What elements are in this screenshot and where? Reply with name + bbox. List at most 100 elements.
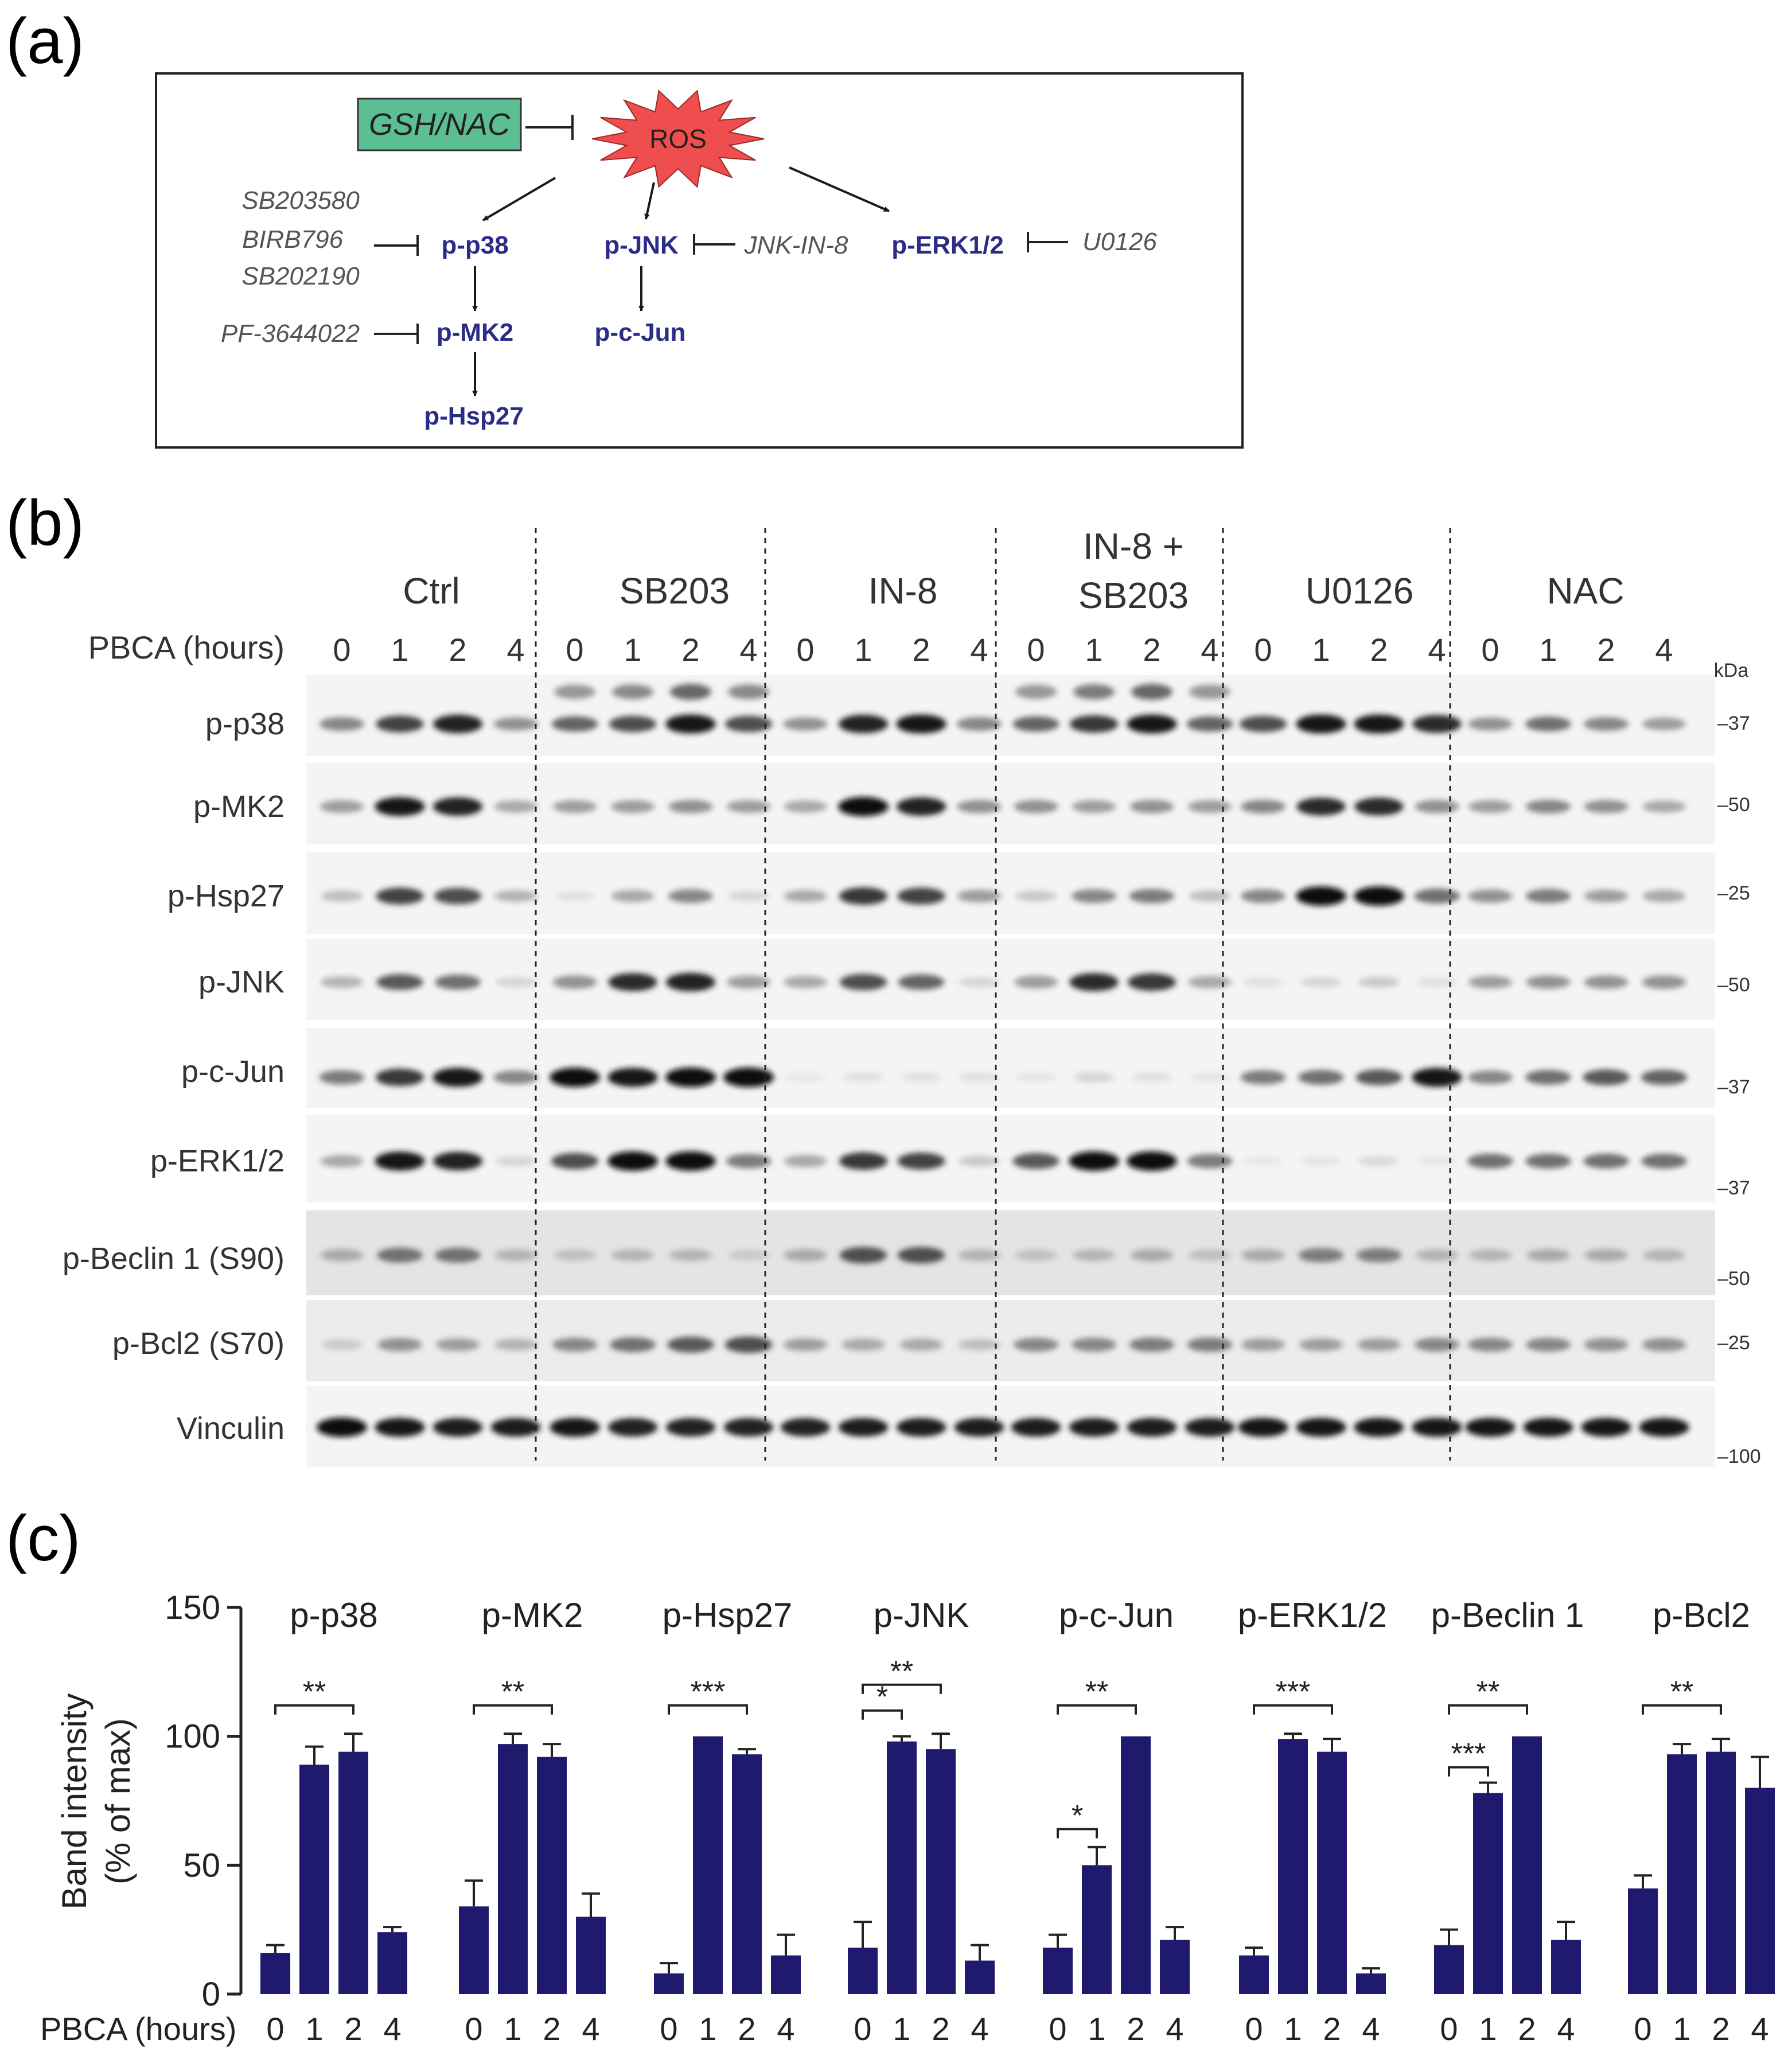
lane-number: 2: [681, 632, 699, 668]
blot-band: [1296, 714, 1346, 734]
strip-gap: [306, 1295, 1715, 1299]
x-axis-title: PBCA (hours): [40, 2011, 236, 2047]
kda-marker: –25: [1717, 1332, 1750, 1354]
significance-label: **: [1477, 1676, 1499, 1709]
significance-bracket: [1642, 1704, 1722, 1715]
blot-band: [611, 1249, 655, 1261]
blot-band: [1642, 1249, 1686, 1261]
blot-row-label: p-p38: [205, 707, 285, 741]
blot-band: [1584, 889, 1629, 903]
x-tick-label: 1: [699, 2011, 716, 2047]
blot-band: [1069, 973, 1119, 991]
blot-band: [320, 800, 364, 813]
blot-band: [1468, 975, 1513, 989]
x-tick-label: 4: [1166, 2011, 1183, 2047]
bar: [771, 1955, 801, 1994]
blot-band: [551, 1153, 599, 1170]
x-tick-label: 2: [1712, 2011, 1729, 2047]
blot-band: [607, 1151, 658, 1171]
kda-title: kDa: [1714, 660, 1749, 682]
x-tick-label: 1: [1479, 2011, 1497, 2047]
bar: [1160, 1940, 1190, 1994]
blot-band: [1015, 1072, 1057, 1083]
x-tick-label: 4: [971, 2011, 988, 2047]
blot-band: [433, 1418, 483, 1437]
blot-band: [957, 889, 1002, 903]
condition-ctrl: Ctrl: [403, 570, 460, 612]
blot-band: [668, 800, 713, 813]
y-tick-label: 100: [165, 1718, 220, 1755]
blot-row-label: p-JNK: [198, 965, 285, 999]
lane-number: 0: [333, 632, 350, 668]
kda-marker: –37: [1717, 1177, 1750, 1199]
mk2-node: p-MK2: [437, 318, 513, 346]
blot-band: [665, 972, 716, 992]
blot-band: [1127, 1151, 1177, 1171]
blot-band: [1641, 1154, 1687, 1169]
kda-marker: –37: [1717, 1076, 1750, 1098]
blot-band: [376, 887, 424, 905]
bar: [1667, 1754, 1697, 1994]
blot-band: [435, 1248, 481, 1263]
bar: [260, 1953, 290, 1994]
blot-band: [1467, 1154, 1513, 1169]
blot-band: [376, 974, 423, 990]
blot-band: [1642, 717, 1686, 731]
blot-band: [1581, 1418, 1631, 1437]
bar: [1043, 1948, 1073, 1994]
bar: [537, 1757, 567, 1994]
blot-row-label: p-Hsp27: [167, 879, 285, 913]
blot-band: [435, 1338, 480, 1352]
blot-row-label: p-Beclin 1 (S90): [63, 1241, 285, 1276]
bar: [732, 1754, 762, 1994]
x-tick-label: 0: [660, 2011, 677, 2047]
blot-band: [490, 1418, 541, 1437]
blot-band: [954, 1418, 1004, 1437]
blot-band: [1354, 886, 1404, 906]
blot-band: [433, 714, 483, 734]
blot-band: [898, 974, 945, 990]
significance-label: **: [1670, 1676, 1693, 1709]
kda-marker: –25: [1717, 882, 1750, 904]
bar: [1473, 1793, 1503, 1994]
blot-band-upper: [612, 684, 653, 699]
blot-band: [1414, 889, 1460, 904]
significance-label: ***: [1451, 1738, 1486, 1771]
blot-band: [550, 1418, 600, 1437]
significance-label: **: [501, 1676, 524, 1709]
blot-band: [1300, 1156, 1342, 1166]
blot-band: [321, 890, 363, 902]
bar: [887, 1741, 917, 1994]
blot-band: [1300, 977, 1342, 987]
western-blot: [306, 528, 1715, 1467]
bar: [1706, 1751, 1736, 1994]
significance-label: **: [303, 1676, 326, 1709]
blot-band: [1526, 975, 1571, 989]
blot-row-label: p-MK2: [193, 789, 285, 824]
blot-band: [1525, 799, 1571, 814]
blot-band: [1073, 1072, 1115, 1083]
x-tick-label: 0: [1440, 2011, 1458, 2047]
blot-band: [1189, 890, 1231, 902]
x-tick-label: 0: [1245, 2011, 1263, 2047]
blot-band: [1298, 1070, 1344, 1085]
blot-band: [1187, 800, 1232, 813]
blot-band: [1187, 1337, 1233, 1352]
blot-band: [838, 797, 889, 816]
blot-band: [1467, 1337, 1513, 1352]
kda-markers: –37 –50 –25 –50 –37 –37 –50 –25 –100: [1717, 712, 1761, 1467]
blot-band: [1069, 1151, 1119, 1171]
y-axis-label-line1: Band intensity: [55, 1693, 94, 1910]
blot-band: [1130, 1249, 1174, 1261]
kda-marker: –50: [1717, 794, 1750, 816]
blot-band: [1416, 1156, 1458, 1166]
blot-band: [783, 1338, 828, 1352]
chart-group: p-Beclin 10 1 2 4*****: [1431, 1596, 1584, 2047]
blot-band-upper: [1189, 684, 1230, 699]
blot-band: [1415, 800, 1459, 813]
blot-band: [1584, 1249, 1628, 1261]
blot-band: [1239, 715, 1287, 733]
group-title: p-c-Jun: [1059, 1596, 1174, 1634]
x-tick-label: 1: [1088, 2011, 1105, 2047]
